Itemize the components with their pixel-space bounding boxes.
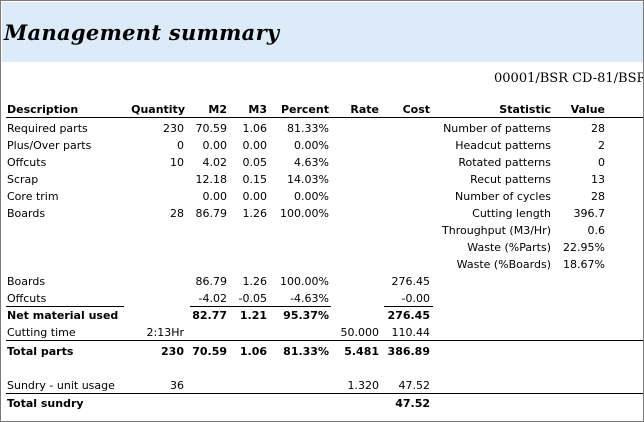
header-rate: Rate (350, 103, 379, 116)
stat-value: 0.6 (587, 224, 606, 237)
stat-label: Throughput (M3/Hr) (442, 224, 551, 237)
row-m3: -0.05 (238, 292, 267, 305)
stat-label: Number of cycles (455, 190, 551, 203)
row-label: Core trim (7, 190, 59, 203)
row-cost: 47.52 (395, 397, 430, 410)
stat-label: Rotated patterns (458, 156, 551, 169)
header-value: Value (570, 103, 605, 116)
stat-label: Waste (%Parts) (467, 241, 551, 254)
header-divider (6, 117, 643, 118)
stat-label: Headcut patterns (455, 139, 551, 152)
row-rate: 1.320 (347, 379, 380, 392)
stat-label: Cutting length (472, 207, 551, 220)
row-cost: 386.89 (387, 345, 430, 358)
row-quantity: 10 (170, 156, 184, 169)
row-percent: 100.00% (280, 275, 329, 288)
row-cost: 110.44 (391, 326, 431, 339)
total-sundry-divider (6, 393, 643, 394)
row-m2: 12.18 (195, 173, 228, 186)
row-quantity: 28 (170, 207, 184, 220)
row-cost: 276.45 (387, 309, 430, 322)
row-percent: 100.00% (280, 207, 329, 220)
stat-label: Number of patterns (443, 122, 551, 135)
row-cost: -0.00 (401, 292, 430, 305)
row-percent: 0.00% (294, 139, 329, 152)
row-m3: 1.26 (242, 207, 268, 220)
row-label: Plus/Over parts (7, 139, 92, 152)
row-rate: 5.481 (344, 345, 379, 358)
header-m2: M2 (208, 103, 227, 116)
row-m2: 86.79 (195, 275, 228, 288)
header-cost: Cost (402, 103, 430, 116)
row-quantity: 36 (170, 379, 184, 392)
row-m2: 70.59 (192, 345, 227, 358)
row-m2: 0.00 (202, 139, 228, 152)
row-percent: 95.37% (283, 309, 329, 322)
row-label: Boards (7, 207, 46, 220)
row-percent: 4.63% (294, 156, 329, 169)
row-m3: 1.21 (239, 309, 267, 322)
header-quantity: Quantity (131, 103, 185, 116)
row-label: Net material used (7, 309, 119, 322)
row-percent: 81.33% (283, 345, 329, 358)
row-m2: -4.02 (198, 292, 227, 305)
stat-value: 13 (591, 173, 605, 186)
row-label: Cutting time (7, 326, 76, 339)
row-label: Required parts (7, 122, 88, 135)
report-code: 00001/BSR CD-81/BSR (494, 71, 644, 86)
subtotal-underline (384, 306, 433, 307)
row-label: Sundry - unit usage (7, 379, 115, 392)
row-label: Boards (7, 275, 46, 288)
total-parts-divider (6, 340, 643, 341)
row-label: Total sundry (7, 397, 84, 410)
stat-value: 28 (591, 122, 605, 135)
header-m3: M3 (248, 103, 267, 116)
row-percent: -4.63% (290, 292, 329, 305)
row-quantity: 230 (161, 345, 184, 358)
row-m3: 1.06 (239, 345, 267, 358)
stat-value: 2 (598, 139, 605, 152)
row-m2: 86.79 (195, 207, 228, 220)
row-m3: 0.05 (242, 156, 268, 169)
row-quantity: 230 (163, 122, 184, 135)
row-label: Total parts (7, 345, 74, 358)
subtotal-underline (6, 306, 124, 307)
row-m3: 0.15 (242, 173, 268, 186)
stat-value: 18.67% (563, 258, 605, 271)
row-m3: 1.26 (242, 275, 268, 288)
stat-value: 22.95% (563, 241, 605, 254)
stat-label: Recut patterns (470, 173, 551, 186)
row-m2: 0.00 (202, 190, 228, 203)
subtotal-underline (190, 306, 331, 307)
row-percent: 0.00% (294, 190, 329, 203)
header-percent: Percent (280, 103, 329, 116)
row-percent: 81.33% (287, 122, 329, 135)
row-label: Offcuts (7, 292, 47, 305)
row-percent: 14.03% (287, 173, 329, 186)
row-quantity: 0 (177, 139, 184, 152)
row-cost: 276.45 (391, 275, 431, 288)
stat-label: Waste (%Boards) (456, 258, 551, 271)
row-label: Offcuts (7, 156, 47, 169)
row-m3: 1.06 (242, 122, 268, 135)
header-description: Description (7, 103, 79, 116)
row-m2: 4.02 (202, 156, 228, 169)
row-quantity: 2:13Hr (146, 326, 185, 339)
row-m2: 82.77 (192, 309, 227, 322)
row-m2: 70.59 (195, 122, 228, 135)
row-cost: 47.52 (398, 379, 431, 392)
row-m3: 0.00 (242, 139, 268, 152)
row-m3: 0.00 (242, 190, 268, 203)
row-label: Scrap (7, 173, 39, 186)
stat-value: 396.7 (573, 207, 606, 220)
stat-value: 28 (591, 190, 605, 203)
header-statistic: Statistic (499, 103, 551, 116)
row-rate: 50.000 (340, 326, 380, 339)
title-band (2, 2, 643, 62)
stat-value: 0 (598, 156, 605, 169)
report-title: Management summary (4, 20, 280, 45)
